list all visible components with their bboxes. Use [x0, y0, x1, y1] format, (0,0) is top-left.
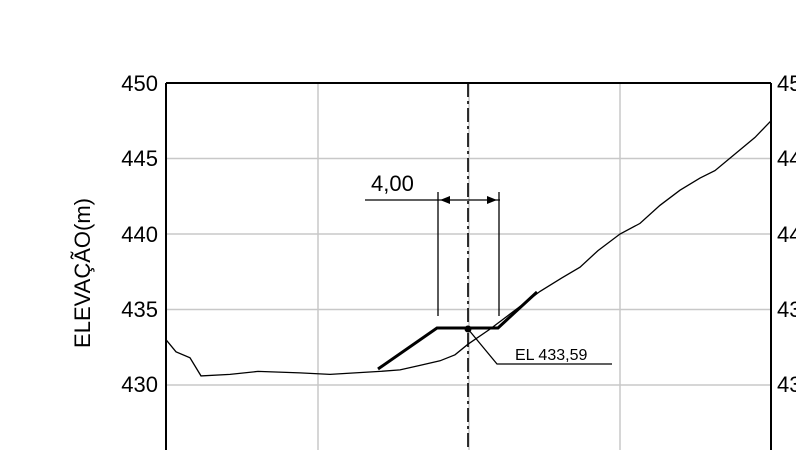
y-tick-label: 430	[121, 372, 158, 397]
y-tick-label: 450	[121, 71, 158, 96]
y-tick-label-right: 43	[777, 297, 796, 322]
terrain-profile-line	[165, 120, 772, 377]
y-tick-label: 445	[121, 146, 158, 171]
y-tick-label-right: 44	[777, 146, 796, 171]
right-tick-labels: 45 44 44 43 43	[777, 71, 796, 397]
y-tick-label: 440	[121, 222, 158, 247]
dimension-label: 4,00	[371, 171, 414, 196]
y-tick-label-right: 45	[777, 71, 796, 96]
left-tick-labels: 450 445 440 435 430	[121, 71, 158, 397]
platform-design-line	[377, 290, 539, 371]
y-tick-label-right: 43	[777, 372, 796, 397]
y-tick-label-right: 44	[777, 222, 796, 247]
dimension-annotation: 4,00	[365, 171, 500, 316]
elevation-label: EL 433,59	[515, 347, 587, 364]
elevation-callout: EL 433,59	[464, 325, 612, 365]
y-axis-label: ELEVAÇÃO(m)	[70, 198, 95, 348]
y-tick-label: 435	[121, 297, 158, 322]
